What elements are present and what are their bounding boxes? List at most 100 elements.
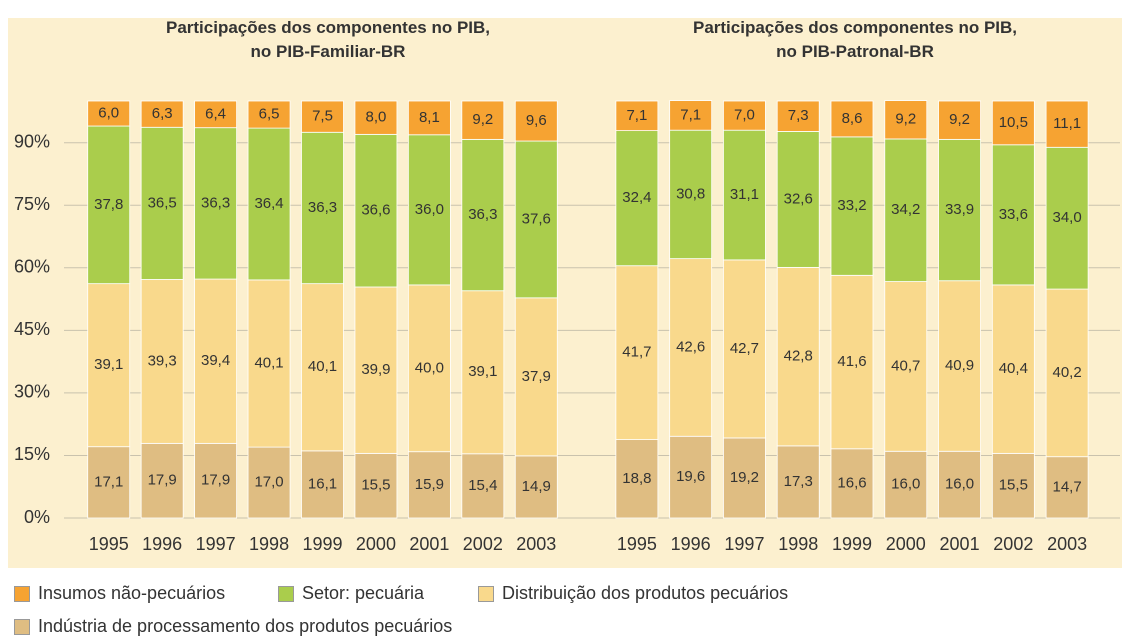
value-label: 6,5	[259, 106, 280, 123]
bar-segment	[669, 258, 713, 437]
value-label: 6,3	[152, 105, 173, 122]
bar-segment	[407, 451, 451, 519]
value-label: 36,3	[308, 199, 337, 216]
value-label: 17,3	[784, 473, 813, 490]
value-label: 9,2	[895, 111, 916, 128]
x-tick-label: 2001	[409, 534, 449, 554]
y-tick-label: 60%	[14, 257, 50, 277]
bar-segment	[991, 100, 1035, 146]
value-label: 9,2	[949, 111, 970, 128]
value-label: 17,0	[254, 474, 283, 491]
value-label: 42,8	[784, 348, 813, 365]
bar-segment	[194, 278, 238, 444]
bar-segment	[407, 134, 451, 286]
bar-segment	[87, 125, 131, 285]
value-label: 15,4	[468, 477, 497, 494]
bar-segment	[938, 450, 981, 519]
x-tick-label: 2002	[463, 534, 503, 554]
bar-segment	[776, 266, 820, 447]
bar-segment	[461, 100, 505, 140]
value-label: 16,6	[837, 474, 866, 491]
value-label: 36,6	[361, 202, 390, 219]
bar-segment	[938, 138, 981, 282]
bar-segment	[991, 144, 1035, 286]
bar-segment	[87, 100, 131, 127]
bar-segment	[669, 100, 713, 131]
bar-segment	[830, 100, 874, 138]
value-label: 33,2	[837, 197, 866, 214]
value-label: 8,0	[366, 109, 387, 126]
value-label: 17,9	[201, 472, 230, 489]
x-tick-label: 1995	[617, 534, 657, 554]
value-label: 6,4	[205, 105, 226, 122]
bar-segment	[1045, 146, 1089, 290]
bar-segment	[140, 100, 184, 128]
bar-segment	[301, 450, 344, 519]
bar-segment	[301, 100, 344, 133]
value-label: 15,5	[999, 477, 1028, 494]
chart-title: Participações dos componentes no PIB, no…	[165, 18, 491, 61]
x-tick-label: 1996	[142, 534, 182, 554]
value-label: 14,9	[522, 478, 551, 495]
value-label: 18,8	[622, 470, 651, 487]
bar-segment	[461, 138, 505, 292]
value-label: 16,0	[945, 476, 974, 493]
bar-segment	[87, 283, 131, 448]
bar-segment	[194, 442, 238, 519]
bar-segment	[1045, 456, 1089, 519]
value-label: 16,0	[891, 476, 920, 493]
value-label: 7,5	[312, 108, 333, 125]
x-tick-label: 1999	[302, 534, 342, 554]
value-label: 30,8	[676, 185, 705, 202]
bar-segment	[461, 453, 505, 519]
x-tick-label: 1999	[832, 534, 872, 554]
x-tick-label: 1996	[671, 534, 711, 554]
value-label: 31,1	[730, 186, 759, 203]
bar-segment	[140, 279, 184, 444]
bar-segment	[247, 100, 291, 129]
value-label: 36,0	[415, 201, 444, 218]
bar-segment	[991, 452, 1035, 519]
value-label: 9,6	[526, 112, 547, 129]
value-label: 34,0	[1053, 209, 1082, 226]
y-tick-label: 75%	[14, 194, 50, 214]
bar-segment	[194, 100, 238, 129]
x-tick-label: 2002	[993, 534, 1033, 554]
value-label: 19,2	[730, 469, 759, 486]
value-label: 40,1	[308, 358, 337, 375]
value-label: 39,4	[201, 352, 230, 369]
bar-segment	[938, 280, 981, 452]
bar-segment	[776, 445, 820, 519]
bar-segment	[514, 140, 558, 299]
bar-segment	[615, 130, 659, 267]
bar-segment	[514, 297, 558, 457]
value-label: 37,6	[522, 210, 551, 227]
legend-label: Setor: pecuária	[302, 583, 425, 603]
y-tick-label: 90%	[14, 131, 50, 151]
value-label: 42,7	[730, 340, 759, 357]
bar-segment	[247, 446, 291, 519]
x-tick-label: 2003	[516, 534, 556, 554]
bar-segment	[407, 284, 451, 453]
value-label: 36,3	[201, 194, 230, 211]
value-label: 36,3	[468, 206, 497, 223]
x-tick-label: 2000	[886, 534, 926, 554]
bar-segment	[669, 435, 713, 519]
value-label: 40,4	[999, 360, 1028, 377]
value-label: 8,1	[419, 109, 440, 126]
y-tick-label: 15%	[14, 444, 50, 464]
value-label: 36,4	[254, 195, 283, 212]
bar-segment	[615, 100, 659, 132]
bar-segment	[1045, 288, 1089, 458]
bar-segment	[830, 274, 874, 450]
value-label: 41,7	[622, 344, 651, 361]
bar-segment	[194, 127, 238, 280]
bar-segment	[514, 455, 558, 519]
y-tick-label: 30%	[14, 382, 50, 402]
value-label: 9,2	[472, 111, 493, 128]
plot-background	[8, 18, 1122, 568]
bar-segment	[354, 100, 398, 135]
value-label: 15,5	[361, 477, 390, 494]
value-label: 8,6	[842, 110, 863, 127]
